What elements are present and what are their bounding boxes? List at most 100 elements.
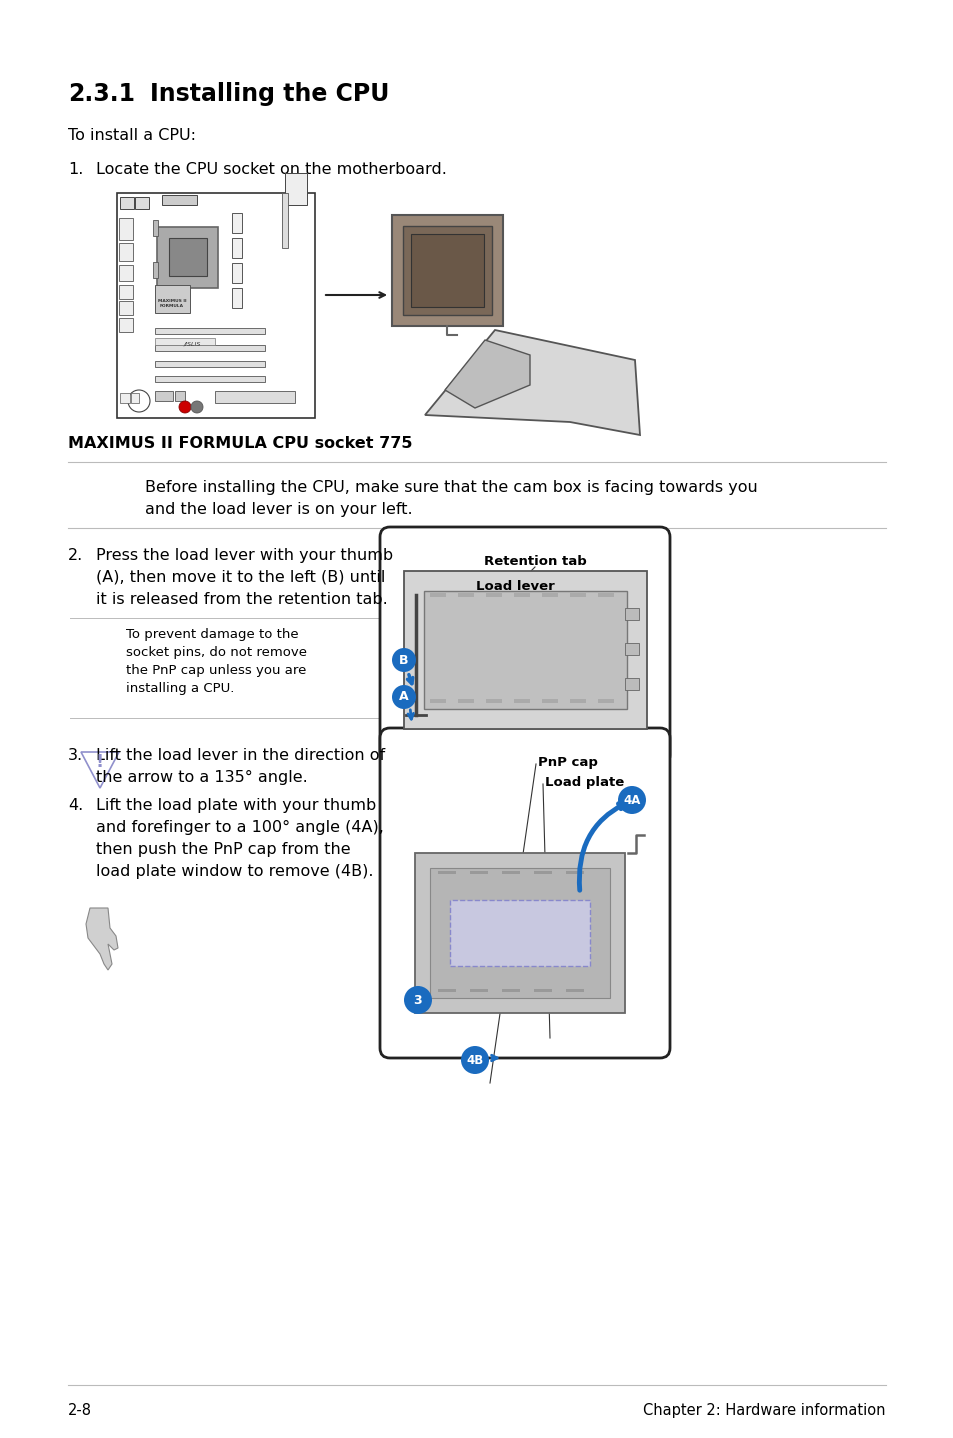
Bar [169, 239, 207, 276]
Text: Lift the load lever in the direction of: Lift the load lever in the direction of [96, 748, 385, 764]
Bar [154, 375, 265, 383]
Text: then push the PnP cap from the: then push the PnP cap from the [96, 843, 351, 857]
Bar [232, 263, 242, 283]
Bar [541, 592, 558, 597]
Polygon shape [86, 907, 118, 971]
Circle shape [128, 390, 150, 413]
Bar [214, 391, 294, 403]
Text: MAXIMUS II FORMULA CPU socket 775: MAXIMUS II FORMULA CPU socket 775 [68, 436, 412, 452]
Text: Load lever: Load lever [476, 580, 554, 592]
Bar [154, 361, 265, 367]
Circle shape [392, 684, 416, 709]
Text: B: B [399, 653, 408, 666]
Bar [598, 699, 614, 703]
Bar [232, 213, 242, 233]
Text: Chapter 2: Hardware information: Chapter 2: Hardware information [643, 1403, 885, 1418]
Bar [131, 393, 139, 403]
Text: 1.: 1. [68, 162, 83, 177]
Text: socket pins, do not remove: socket pins, do not remove [126, 646, 307, 659]
Text: Load plate: Load plate [544, 777, 623, 789]
Bar [598, 592, 614, 597]
Bar [569, 592, 585, 597]
Text: Installing the CPU: Installing the CPU [150, 82, 389, 106]
Circle shape [460, 1045, 489, 1074]
Bar [514, 592, 530, 597]
Bar [437, 871, 456, 874]
Bar [154, 285, 190, 313]
Circle shape [191, 401, 203, 413]
Bar [485, 699, 501, 703]
Text: 4.: 4. [68, 798, 83, 812]
Text: 3.: 3. [68, 748, 83, 764]
Text: 2.3.1: 2.3.1 [68, 82, 135, 106]
Bar [411, 234, 483, 306]
Bar [152, 262, 158, 278]
Bar [565, 871, 583, 874]
Bar [514, 699, 530, 703]
Bar [119, 318, 132, 332]
Bar [402, 226, 492, 315]
Text: To install a CPU:: To install a CPU: [68, 128, 195, 142]
FancyBboxPatch shape [430, 869, 609, 998]
Bar [430, 592, 446, 597]
Bar [154, 328, 265, 334]
Bar [485, 592, 501, 597]
Text: 2-8: 2-8 [68, 1403, 91, 1418]
FancyBboxPatch shape [415, 853, 624, 1012]
Text: /ISLIS: /ISLIS [183, 341, 200, 347]
Text: Before installing the CPU, make sure that the cam box is facing towards you: Before installing the CPU, make sure tha… [145, 480, 757, 495]
FancyBboxPatch shape [379, 728, 669, 1058]
Bar [154, 345, 265, 351]
Polygon shape [444, 339, 530, 408]
Circle shape [179, 401, 191, 413]
Bar [154, 391, 172, 401]
Circle shape [403, 986, 432, 1014]
Text: Press the load lever with your thumb: Press the load lever with your thumb [96, 548, 393, 564]
FancyBboxPatch shape [157, 227, 218, 288]
Bar [119, 265, 132, 280]
Bar [430, 699, 446, 703]
Text: Lift the load plate with your thumb: Lift the load plate with your thumb [96, 798, 375, 812]
Text: 2.: 2. [68, 548, 83, 564]
Text: (A), then move it to the left (B) until: (A), then move it to the left (B) until [96, 569, 385, 585]
Bar [450, 900, 589, 966]
Bar [501, 989, 519, 992]
Text: PnP cap: PnP cap [537, 756, 598, 769]
Bar [119, 285, 132, 299]
Text: MAXIMUS II
FORMULA: MAXIMUS II FORMULA [157, 299, 186, 308]
Text: installing a CPU.: installing a CPU. [126, 682, 234, 695]
Bar [437, 989, 456, 992]
Bar [119, 219, 132, 240]
Text: and forefinger to a 100° angle (4A),: and forefinger to a 100° angle (4A), [96, 820, 383, 835]
Bar [162, 196, 196, 206]
Bar [501, 871, 519, 874]
Text: Retention tab: Retention tab [483, 555, 586, 568]
Bar [152, 220, 158, 236]
Text: 4A: 4A [622, 794, 640, 807]
Bar [470, 871, 488, 874]
Circle shape [392, 649, 416, 672]
Bar [117, 193, 314, 418]
Text: !: ! [96, 754, 104, 771]
FancyBboxPatch shape [392, 216, 502, 326]
Bar [119, 301, 132, 315]
Bar [232, 288, 242, 308]
FancyBboxPatch shape [423, 591, 626, 709]
Text: and the load lever is on your left.: and the load lever is on your left. [145, 502, 413, 518]
Polygon shape [424, 329, 639, 436]
FancyBboxPatch shape [379, 526, 669, 765]
Bar [174, 391, 185, 401]
Bar [534, 871, 552, 874]
Text: the PnP cap unless you are: the PnP cap unless you are [126, 664, 306, 677]
Bar [565, 989, 583, 992]
Text: 3: 3 [414, 994, 422, 1007]
Text: the arrow to a 135° angle.: the arrow to a 135° angle. [96, 769, 308, 785]
Bar [285, 173, 307, 206]
Text: 4B: 4B [466, 1054, 483, 1067]
Bar [541, 699, 558, 703]
Bar [135, 197, 149, 209]
Bar [232, 239, 242, 257]
Text: load plate window to remove (4B).: load plate window to remove (4B). [96, 864, 374, 879]
Text: Locate the CPU socket on the motherboard.: Locate the CPU socket on the motherboard… [96, 162, 446, 177]
Circle shape [618, 787, 645, 814]
